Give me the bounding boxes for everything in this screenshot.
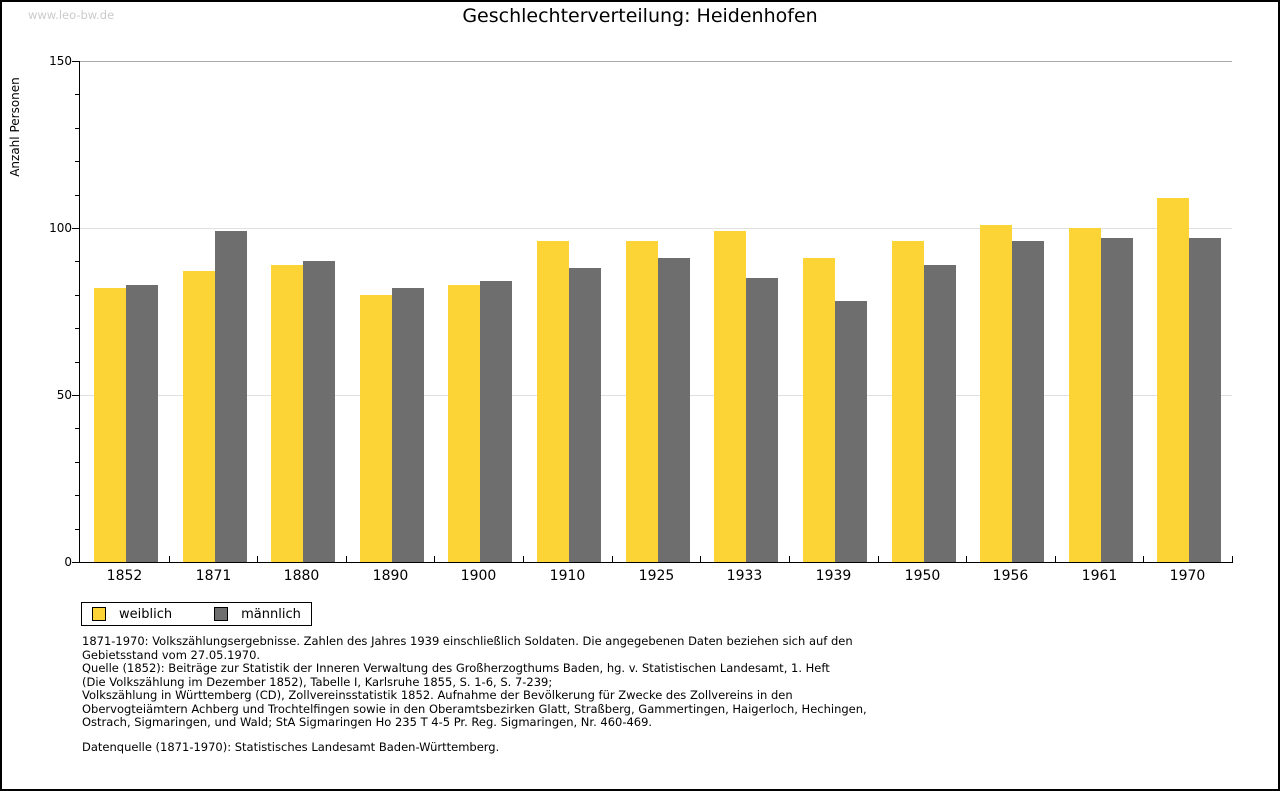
x-label-1970: 1970 — [1169, 568, 1206, 584]
y-minor-tick-10 — [75, 529, 80, 530]
datasource-line: Datenquelle (1871-1970): Statistisches L… — [82, 739, 500, 754]
bar-weiblich-1961 — [1069, 228, 1101, 562]
bar-männlich-1852 — [126, 285, 158, 562]
bar-weiblich-1880 — [271, 265, 303, 562]
x-boundary-tick-1900 — [523, 556, 524, 562]
y-minor-tick-110 — [75, 195, 80, 196]
y-minor-tick-90 — [75, 261, 80, 262]
watermark: www.leo-bw.de — [28, 8, 115, 22]
x-axis-line — [79, 562, 1233, 563]
y-minor-tick-70 — [75, 328, 80, 329]
x-boundary-tick-1852 — [169, 556, 170, 562]
y-major-tick-100 — [72, 228, 80, 229]
x-label-1933: 1933 — [726, 568, 763, 584]
y-tick-label-0: 0 — [64, 555, 72, 569]
x-boundary-tick-1910 — [612, 556, 613, 562]
bar-männlich-1880 — [303, 261, 335, 562]
bar-männlich-1890 — [392, 288, 424, 562]
x-boundary-tick-1925 — [700, 556, 701, 562]
bar-weiblich-1970 — [1157, 198, 1189, 562]
footnote-lines: 1871-1970: Volkszählungsergebnisse. Zahl… — [82, 634, 867, 730]
x-boundary-tick-1950 — [966, 556, 967, 562]
y-major-tick-50 — [72, 395, 80, 396]
y-tick-label-100: 100 — [49, 221, 72, 235]
footnote-line: Quelle (1852): Beiträge zur Statistik de… — [82, 661, 830, 675]
bar-weiblich-1925 — [626, 241, 658, 562]
x-label-1852: 1852 — [106, 568, 143, 584]
bar-männlich-1871 — [215, 231, 247, 562]
y-axis-label: Anzahl Personen — [8, 77, 22, 177]
legend-label-männlich: männlich — [241, 606, 301, 622]
x-label-1890: 1890 — [372, 568, 409, 584]
x-label-1925: 1925 — [638, 568, 675, 584]
footnote-line: Ostrach, Sigmaringen, und Wald; StA Sigm… — [82, 715, 653, 729]
bar-weiblich-1910 — [537, 241, 569, 562]
bar-weiblich-1890 — [360, 295, 392, 562]
footnotes: 1871-1970: Volkszählungsergebnisse. Zahl… — [82, 634, 867, 754]
x-boundary-tick-1890 — [434, 556, 435, 562]
gridline-100 — [80, 228, 1232, 229]
bar-männlich-1950 — [924, 265, 956, 562]
x-boundary-tick-1970 — [1232, 556, 1233, 562]
legend-swatch-weiblich — [92, 607, 106, 621]
y-tick-label-150: 150 — [49, 54, 72, 68]
x-label-1880: 1880 — [283, 568, 320, 584]
y-minor-tick-20 — [75, 495, 80, 496]
bar-männlich-1900 — [480, 281, 512, 562]
footnote-line: Obervogteiämtern Achberg und Trochtelfin… — [82, 701, 867, 716]
page-title: Geschlechterverteilung: Heidenhofen — [462, 5, 818, 27]
bar-männlich-1925 — [658, 258, 690, 562]
bar-weiblich-1871 — [183, 271, 215, 562]
x-boundary-tick-1956 — [1055, 556, 1056, 562]
y-minor-tick-120 — [75, 161, 80, 162]
y-minor-tick-60 — [75, 362, 80, 363]
footnote-line: Gebietsstand vom 27.05.1970. — [82, 647, 261, 662]
footnote-line: Volkszählung in Württemberg (CD), Zollve… — [82, 688, 793, 702]
y-minor-tick-130 — [75, 128, 80, 129]
bar-weiblich-1950 — [892, 241, 924, 562]
y-minor-tick-80 — [75, 295, 80, 296]
bar-weiblich-1933 — [714, 231, 746, 562]
bar-männlich-1933 — [746, 278, 778, 562]
bar-weiblich-1852 — [94, 288, 126, 562]
x-boundary-tick-1880 — [346, 556, 347, 562]
bar-männlich-1961 — [1101, 238, 1133, 562]
legend-entry-männlich: männlich — [214, 607, 301, 622]
bar-weiblich-1956 — [980, 225, 1012, 562]
bar-männlich-1970 — [1189, 238, 1221, 562]
legend-swatch-männlich — [214, 607, 229, 621]
y-major-tick-0 — [72, 562, 80, 563]
legend-entry-weiblich: weiblich — [92, 607, 214, 622]
x-label-1939: 1939 — [815, 568, 852, 584]
bar-weiblich-1900 — [448, 285, 480, 562]
bar-männlich-1939 — [835, 301, 867, 562]
x-boundary-tick-1939 — [878, 556, 879, 562]
footnote-line: 1871-1970: Volkszählungsergebnisse. Zahl… — [82, 634, 853, 648]
x-boundary-tick-1961 — [1143, 556, 1144, 562]
y-major-tick-150 — [72, 61, 80, 62]
x-label-1950: 1950 — [904, 568, 941, 584]
y-axis-line — [79, 61, 80, 563]
x-boundary-tick-1933 — [789, 556, 790, 562]
x-label-1956: 1956 — [992, 568, 1029, 584]
y-minor-tick-40 — [75, 428, 80, 429]
x-boundary-tick-1871 — [257, 556, 258, 562]
x-label-1961: 1961 — [1081, 568, 1118, 584]
y-minor-tick-140 — [75, 94, 80, 95]
y-minor-tick-30 — [75, 462, 80, 463]
x-label-1910: 1910 — [549, 568, 586, 584]
legend: weiblich männlich — [81, 602, 312, 626]
gridline-150 — [80, 61, 1232, 62]
x-label-1900: 1900 — [460, 568, 497, 584]
x-label-1871: 1871 — [195, 568, 232, 584]
bar-männlich-1910 — [569, 268, 601, 562]
bar-weiblich-1939 — [803, 258, 835, 562]
legend-label-weiblich: weiblich — [119, 606, 173, 622]
bar-männlich-1956 — [1012, 241, 1044, 562]
footnote-line: (Die Volkszählung im Dezember 1852), Tab… — [82, 674, 553, 689]
y-tick-label-50: 50 — [56, 388, 72, 402]
